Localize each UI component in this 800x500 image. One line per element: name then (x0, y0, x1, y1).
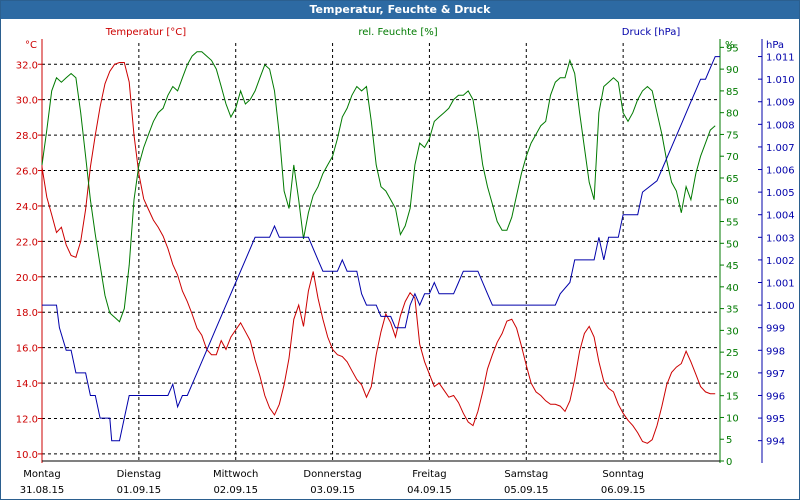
humidity-tick-label: 10 (726, 413, 739, 424)
x-tick-date-label: 31.08.15 (20, 485, 65, 496)
humidity-tick-label: 5 (726, 435, 732, 446)
temperature-axis-title: Temperatur [°C] (105, 27, 186, 38)
pressure-tick-label: 1.011 (766, 53, 795, 64)
x-tick-day-label: Donnerstag (303, 469, 361, 480)
pressure-tick-label: 1.007 (766, 143, 795, 154)
humidity-tick-label: 90 (726, 65, 739, 76)
humidity-tick-label: 85 (726, 87, 739, 98)
x-tick-day-label: Freitag (412, 469, 446, 480)
pressure-tick-label: 994 (766, 437, 785, 448)
temperature-series-line (41, 62, 716, 444)
temperature-tick-label: 18.0 (16, 308, 38, 319)
x-tick-day-label: Sonntag (602, 469, 644, 480)
humidity-tick-label: 65 (726, 174, 739, 185)
x-tick-day-label: Dienstag (117, 469, 162, 480)
temperature-tick-label: 28.0 (16, 131, 38, 142)
humidity-tick-label: 95 (726, 43, 739, 54)
x-tick-date-label: 05.09.15 (504, 485, 549, 496)
temperature-tick-label: 16.0 (16, 344, 38, 355)
pressure-tick-label: 1.010 (766, 75, 795, 86)
x-tick-date-label: 01.09.15 (117, 485, 162, 496)
temperature-tick-label: 24.0 (16, 202, 38, 213)
pressure-tick-label: 1.001 (766, 279, 795, 290)
humidity-tick-label: 60 (726, 196, 739, 207)
humidity-tick-label: 55 (726, 218, 739, 229)
temperature-axis-unit: °C (25, 40, 37, 51)
pressure-tick-label: 1.006 (766, 166, 795, 177)
pressure-tick-label: 1.005 (766, 188, 795, 199)
pressure-tick-label: 996 (766, 391, 785, 402)
x-tick-date-label: 04.09.15 (407, 485, 452, 496)
temperature-tick-label: 12.0 (16, 414, 38, 425)
x-tick-day-label: Montag (23, 469, 60, 480)
window-title: Temperatur, Feuchte & Druck (1, 1, 799, 19)
temperature-tick-label: 10.0 (16, 450, 38, 461)
pressure-tick-label: 1.003 (766, 233, 795, 244)
pressure-series-line (42, 56, 720, 442)
humidity-axis-title: rel. Feuchte [%] (358, 27, 437, 38)
humidity-tick-label: 80 (726, 109, 739, 120)
temperature-tick-label: 14.0 (16, 379, 38, 390)
x-tick-date-label: 03.09.15 (310, 485, 355, 496)
humidity-tick-label: 30 (726, 326, 739, 337)
humidity-tick-label: 15 (726, 392, 739, 403)
humidity-tick-label: 25 (726, 348, 739, 359)
temperature-tick-label: 30.0 (16, 96, 38, 107)
humidity-axis-unit: % (725, 40, 735, 51)
x-tick-day-label: Samstag (504, 469, 548, 480)
temperature-tick-label: 32.0 (16, 60, 38, 71)
temperature-tick-label: 20.0 (16, 273, 38, 284)
pressure-tick-label: 1.004 (766, 211, 795, 222)
pressure-tick-label: 997 (766, 369, 785, 380)
temperature-tick-label: 26.0 (16, 167, 38, 178)
pressure-tick-label: 998 (766, 346, 785, 357)
x-tick-day-label: Mittwoch (213, 469, 258, 480)
x-tick-date-label: 02.09.15 (213, 485, 258, 496)
pressure-tick-label: 995 (766, 414, 785, 425)
pressure-axis-unit: hPa (766, 40, 784, 51)
pressure-axis-title: Druck [hPa] (622, 27, 681, 38)
temperature-tick-label: 22.0 (16, 237, 38, 248)
humidity-tick-label: 50 (726, 239, 739, 250)
pressure-tick-label: 1.009 (766, 98, 795, 109)
x-tick-date-label: 06.09.15 (601, 485, 646, 496)
humidity-tick-label: 35 (726, 305, 739, 316)
pressure-tick-label: 1.000 (766, 301, 795, 312)
pressure-tick-label: 1.002 (766, 256, 795, 267)
humidity-tick-label: 40 (726, 283, 739, 294)
pressure-tick-label: 999 (766, 324, 785, 335)
pressure-tick-label: 1.008 (766, 120, 795, 131)
humidity-tick-label: 0 (726, 457, 732, 468)
humidity-tick-label: 20 (726, 370, 739, 381)
humidity-tick-label: 45 (726, 261, 739, 272)
humidity-series-line (41, 51, 716, 323)
humidity-tick-label: 75 (726, 130, 739, 141)
humidity-tick-label: 70 (726, 152, 739, 163)
